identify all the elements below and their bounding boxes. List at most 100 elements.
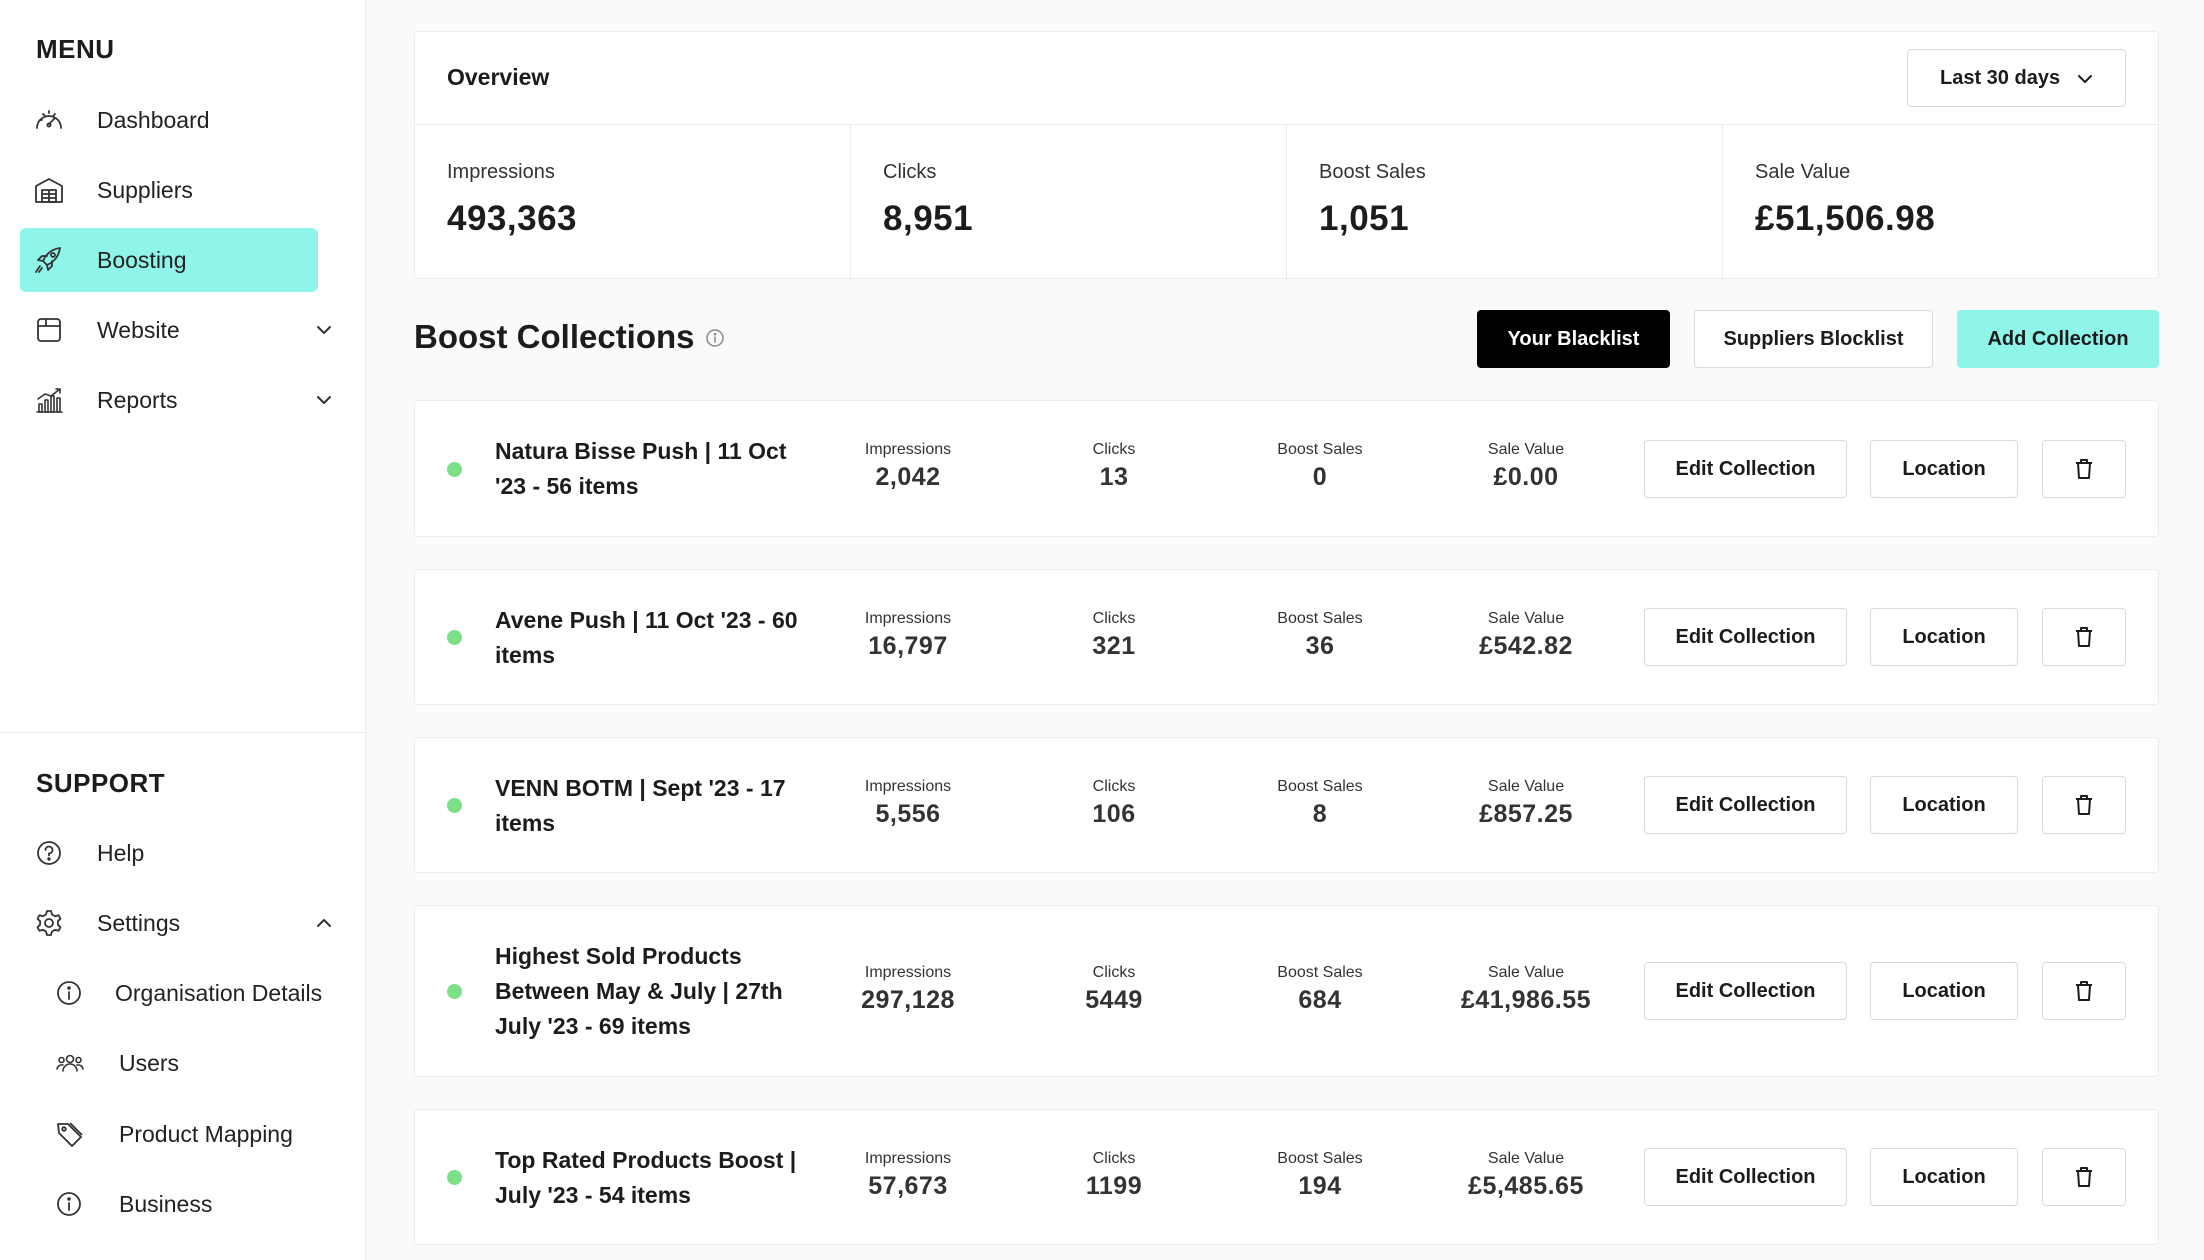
delete-button[interactable] — [2042, 440, 2126, 498]
delete-button[interactable] — [2042, 962, 2126, 1020]
status-dot — [447, 798, 462, 813]
stat-value: 8,951 — [883, 199, 974, 238]
status-dot — [447, 1170, 462, 1185]
metric-value: £0.00 — [1493, 463, 1559, 491]
sidebar-item-help[interactable]: Help — [20, 821, 318, 885]
sidebar-subitem-label: Organisation Details — [115, 979, 323, 1006]
metric-boost-sales: Boost Sales 194 — [1240, 1150, 1400, 1201]
chevron-down-icon[interactable] — [314, 390, 334, 410]
delete-button[interactable] — [2042, 1148, 2126, 1206]
sidebar-subitem-label: Users — [119, 1049, 180, 1076]
stat-clicks: Clicks 8,951 — [851, 125, 1287, 280]
rocket-icon — [35, 247, 61, 273]
sidebar-item-label: Settings — [97, 909, 181, 936]
sidebar-subitem-users[interactable]: Users — [56, 1038, 346, 1088]
trash-icon — [2076, 459, 2092, 479]
stat-value: 493,363 — [447, 199, 578, 238]
location-button[interactable]: Location — [1870, 1148, 2018, 1206]
sidebar-item-label: Dashboard — [97, 106, 210, 133]
metric-label: Impressions — [864, 964, 952, 981]
metric-clicks: Clicks 321 — [1034, 610, 1194, 661]
info-icon[interactable] — [705, 328, 725, 348]
metric-value: £41,986.55 — [1460, 986, 1592, 1014]
metric-label: Clicks — [1092, 964, 1136, 981]
stat-label: Impressions — [447, 161, 555, 183]
metric-impressions: Impressions 2,042 — [828, 441, 988, 492]
stat-boost-sales: Boost Sales 1,051 — [1287, 125, 1723, 280]
location-button[interactable]: Location — [1870, 962, 2018, 1020]
stat-value: £51,506.98 — [1755, 199, 1936, 238]
edit-collection-button[interactable]: Edit Collection — [1644, 608, 1847, 666]
users-icon — [56, 1054, 84, 1072]
metric-impressions: Impressions 297,128 — [828, 964, 988, 1015]
metric-impressions: Impressions 57,673 — [828, 1150, 988, 1201]
edit-collection-button[interactable]: Edit Collection — [1644, 440, 1847, 498]
metric-boost-sales: Boost Sales 0 — [1240, 441, 1400, 492]
metric-label: Impressions — [864, 1150, 952, 1167]
metric-value: 8 — [1312, 800, 1328, 828]
edit-collection-button[interactable]: Edit Collection — [1644, 776, 1847, 834]
metric-label: Sale Value — [1487, 610, 1565, 627]
delete-button[interactable] — [2042, 608, 2126, 666]
metric-sale-value: Sale Value £542.82 — [1446, 610, 1606, 661]
stat-sale-value: Sale Value £51,506.98 — [1723, 125, 2158, 280]
metric-value: £542.82 — [1479, 632, 1573, 660]
edit-collection-button[interactable]: Edit Collection — [1644, 962, 1847, 1020]
metric-boost-sales: Boost Sales 8 — [1240, 778, 1400, 829]
sidebar-subitem-product-mapping[interactable]: Product Mapping — [56, 1109, 346, 1159]
collection-name: Avene Push | 11 Oct '23 - 60 items — [495, 607, 798, 668]
period-dropdown[interactable]: Last 30 days — [1907, 49, 2126, 107]
gauge-icon — [36, 110, 62, 129]
tag-icon — [57, 1122, 83, 1147]
collection-row: VENN BOTM | Sept '23 - 17 items Impressi… — [414, 737, 2159, 873]
metric-label: Boost Sales — [1277, 610, 1363, 627]
metric-value: 57,673 — [868, 1172, 948, 1200]
collection-row: Highest Sold Products Between May & July… — [414, 905, 2159, 1077]
metric-label: Boost Sales — [1277, 441, 1363, 458]
overview-title: Overview — [447, 64, 550, 90]
location-button[interactable]: Location — [1870, 608, 2018, 666]
sidebar-item-website[interactable]: Website — [20, 298, 331, 362]
collection-name: Top Rated Products Boost | July '23 - 54… — [495, 1147, 797, 1208]
sidebar-item-dashboard[interactable]: Dashboard — [20, 88, 318, 152]
collection-row: Top Rated Products Boost | July '23 - 54… — [414, 1109, 2159, 1245]
edit-collection-button[interactable]: Edit Collection — [1644, 1148, 1847, 1206]
location-button[interactable]: Location — [1870, 776, 2018, 834]
metric-value: 321 — [1092, 632, 1136, 660]
metric-value: 297,128 — [861, 986, 955, 1014]
chevron-down-icon[interactable] — [314, 320, 334, 340]
sidebar-item-reports[interactable]: Reports — [20, 368, 331, 432]
collection-name: VENN BOTM | Sept '23 - 17 items — [495, 775, 786, 836]
sidebar-subitem-label: Business — [119, 1190, 213, 1217]
sidebar-subitem-organisation-details[interactable]: Organisation Details — [56, 968, 346, 1018]
metric-label: Clicks — [1092, 610, 1136, 627]
metric-value: 13 — [1099, 463, 1129, 491]
metric-label: Sale Value — [1487, 964, 1565, 981]
chevron-up-icon[interactable] — [314, 913, 334, 933]
metric-label: Clicks — [1092, 1150, 1136, 1167]
metric-label: Boost Sales — [1277, 1150, 1363, 1167]
sidebar-item-label: Boosting — [97, 246, 187, 273]
trash-icon — [2076, 627, 2092, 647]
metric-value: 0 — [1312, 463, 1328, 491]
add-collection-button[interactable]: Add Collection — [1957, 310, 2159, 368]
metric-label: Sale Value — [1487, 1150, 1565, 1167]
metric-sale-value: Sale Value £0.00 — [1446, 441, 1606, 492]
sidebar-subitem-business[interactable]: Business — [56, 1179, 346, 1229]
stat-value: 1,051 — [1319, 199, 1410, 238]
delete-button[interactable] — [2042, 776, 2126, 834]
metric-label: Clicks — [1092, 778, 1136, 795]
location-button[interactable]: Location — [1870, 440, 2018, 498]
your-blacklist-button[interactable]: Your Blacklist — [1477, 310, 1670, 368]
sidebar-divider — [0, 732, 366, 733]
status-dot — [447, 984, 462, 999]
metric-value: 5,556 — [875, 800, 941, 828]
metric-value: 1199 — [1085, 1172, 1143, 1200]
sidebar-item-boosting[interactable]: Boosting — [20, 228, 318, 292]
sidebar-subitem-label: Product Mapping — [119, 1120, 293, 1147]
sidebar-item-suppliers[interactable]: Suppliers — [20, 158, 318, 222]
suppliers-blocklist-button[interactable]: Suppliers Blocklist — [1694, 310, 1933, 368]
metric-label: Boost Sales — [1277, 778, 1363, 795]
info-circle-icon — [57, 981, 81, 1005]
sidebar-item-settings[interactable]: Settings — [20, 891, 331, 955]
